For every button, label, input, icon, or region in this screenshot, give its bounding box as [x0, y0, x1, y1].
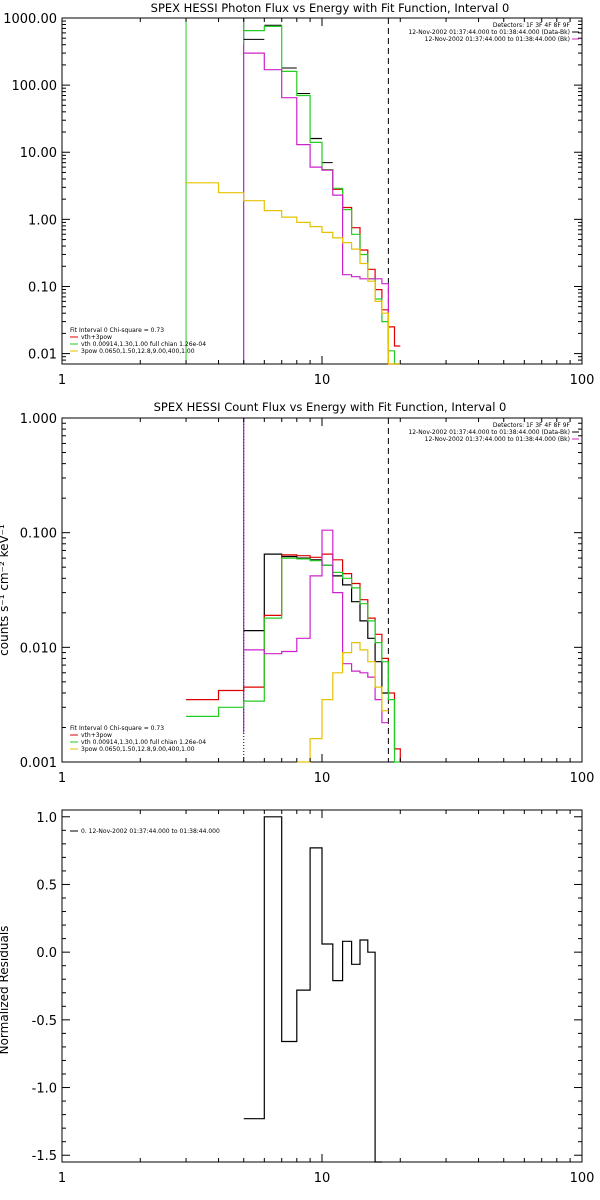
- y-tick-label: 0.01: [28, 348, 57, 363]
- x-tick-label: 100: [570, 1171, 595, 1186]
- legend-text: 12-Nov-2002 01:37:44.000 to 01:38:44.000…: [408, 429, 570, 436]
- y-tick-label: 1000.00: [3, 12, 57, 27]
- legend-text: vth+3pow: [81, 334, 112, 341]
- count-flux-panel: SPEX HESSI Count Flux vs Energy with Fit…: [0, 400, 594, 786]
- y-tick-label: 1.00: [28, 213, 57, 228]
- histogram-series-magenta: [243, 52, 401, 365]
- histogram-series-green: [243, 25, 401, 365]
- legend-title: Fit Interval 0 Chi-square = 0.73: [70, 725, 164, 732]
- y-tick-label: 0.001: [20, 756, 57, 771]
- legend-text: 12-Nov-2002 01:37:44.000 to 01:38:44.000…: [425, 36, 570, 43]
- legend-text: 0. 12-Nov-2002 01:37:44.000 to 01:38:44.…: [81, 828, 220, 835]
- residuals-ylabel: Normalized Residuals: [0, 926, 11, 1055]
- legend-text: 3pow 0.0650,1.50,12.8,9.00,400,1.00: [81, 746, 195, 753]
- photon-flux-panel: SPEX HESSI Photon Flux vs Energy with Fi…: [3, 1, 594, 388]
- residuals-axes: 1 10 100 -1.5 -1.0 -0.5 0.0 0.5 1.0: [32, 810, 595, 1186]
- count-flux-ylabel: counts s⁻¹ cm⁻² keV⁻¹: [0, 524, 11, 656]
- y-tick-label: 0.10: [28, 280, 57, 295]
- photon-flux-axes: 1 10 100 0.01 0.10 1.00 10.00 100.00 1000.00: [3, 12, 594, 388]
- y-tick-label: -1.5: [32, 1149, 57, 1164]
- histogram-series-magenta: [243, 529, 389, 724]
- legend-text: vth+3pow: [81, 732, 112, 739]
- y-tick-label: 100.00: [12, 79, 58, 94]
- legend-text: Detectors: 1F 3F 4F 8F 9F: [493, 22, 571, 29]
- y-tick-label: 0.010: [20, 641, 57, 656]
- histogram-series-green: [186, 557, 401, 763]
- residuals-panel: Normalized Residuals 1 10 100 -1.5 -1.0 -0.5 0…: [0, 809, 595, 1186]
- legend-text: vth 0.00914,1.30,1.00 full chian 1.26e-0…: [81, 341, 206, 348]
- legend-text: 12-Nov-2002 01:37:44.000 to 01:38:44.000…: [408, 29, 570, 36]
- x-tick-label: 100: [570, 771, 595, 786]
- y-tick-label: 1.000: [20, 412, 57, 427]
- count-flux-title: SPEX HESSI Count Flux vs Energy with Fit…: [154, 400, 507, 414]
- y-tick-label: 10.00: [20, 146, 57, 161]
- x-tick-label: 10: [314, 373, 331, 388]
- count-flux-marks: [186, 418, 401, 763]
- y-tick-label: -0.5: [32, 1014, 57, 1029]
- x-tick-label: 100: [570, 373, 595, 388]
- legend-text: vth 0.00914,1.30,1.00 full chian 1.26e-0…: [81, 739, 206, 746]
- histogram-series-black: [243, 553, 389, 694]
- y-tick-label: 1.0: [36, 811, 57, 826]
- x-tick-label: 10: [314, 1171, 331, 1186]
- y-tick-label: 0.100: [20, 527, 57, 542]
- x-tick-label: 1: [58, 1171, 66, 1186]
- photon-flux-title: SPEX HESSI Photon Flux vs Energy with Fi…: [151, 1, 510, 15]
- histogram-series-yellow: [186, 182, 401, 365]
- legend-text: Detectors: 1F 3F 4F 8F 9F: [493, 422, 571, 429]
- legend-text: 3pow 0.0650,1.50,12.8,9.00,400,1.00: [81, 348, 195, 355]
- photon-flux-plot-frame: [61, 17, 583, 365]
- y-tick-label: 0.0: [36, 946, 57, 961]
- x-tick-label: 1: [58, 373, 66, 388]
- x-tick-label: 1: [58, 771, 66, 786]
- residuals-marks: [243, 816, 382, 1163]
- y-tick-label: 0.5: [36, 878, 57, 893]
- histogram-series-yellow: [296, 642, 389, 763]
- legend-text: 12-Nov-2002 01:37:44.000 to 01:38:44.000…: [425, 436, 570, 443]
- y-tick-label: -1.0: [32, 1082, 57, 1097]
- count-flux-axes: 1 10 100 0.001 0.010 0.100 1.000: [20, 412, 595, 786]
- histogram-series-black: [243, 816, 382, 1163]
- x-tick-label: 10: [314, 771, 331, 786]
- photon-flux-marks: [185, 18, 401, 365]
- legend-title: Fit Interval 0 Chi-square = 0.73: [70, 327, 164, 334]
- residuals-legend: 0. 12-Nov-2002 01:37:44.000 to 01:38:44.…: [70, 828, 220, 835]
